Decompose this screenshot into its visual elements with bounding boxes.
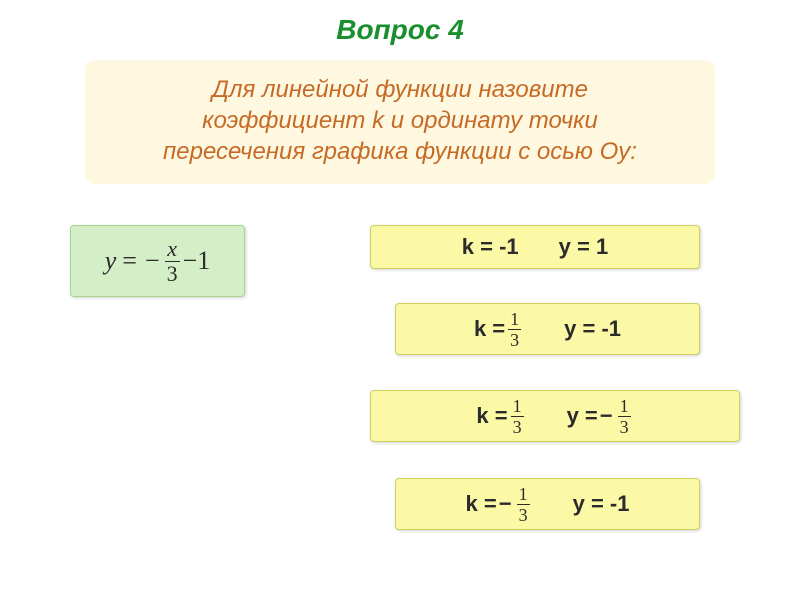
fraction-num: 1 — [618, 397, 631, 416]
y-value: y = -1 — [564, 316, 621, 342]
k-value: k = -1 — [462, 234, 519, 260]
y-label: y = -1 — [573, 491, 630, 517]
y-value: y = −13 — [567, 397, 634, 436]
eq-neg: − — [145, 246, 160, 276]
y-label: y = — [567, 403, 598, 429]
fraction: 13 — [508, 310, 521, 349]
fraction-den: 3 — [618, 416, 631, 436]
page-title: Вопрос 4 — [0, 0, 800, 46]
minus-sign: − — [600, 403, 613, 429]
prompt-line-1: Для линейной функции назовите — [105, 74, 695, 105]
answer-option-2[interactable]: k = 13 y = -1 — [395, 303, 700, 355]
fraction-num: 1 — [508, 310, 521, 329]
eq-frac-den: 3 — [165, 261, 180, 285]
y-label: y = -1 — [564, 316, 621, 342]
fraction-num: 1 — [511, 397, 524, 416]
k-value: k = 13 — [474, 310, 524, 349]
k-value: k = −13 — [466, 485, 533, 524]
eq-y: y — [105, 246, 117, 276]
answer-option-1[interactable]: k = -1 y = 1 — [370, 225, 700, 269]
eq-fraction: x 3 — [165, 238, 180, 285]
fraction: 13 — [517, 485, 530, 524]
minus-sign: − — [499, 491, 512, 517]
y-label: y = 1 — [559, 234, 609, 260]
answer-option-4[interactable]: k = −13 y = -1 — [395, 478, 700, 530]
prompt-box: Для линейной функции назовите коэффициен… — [85, 60, 715, 184]
fraction-den: 3 — [517, 504, 530, 524]
fraction-num: 1 — [517, 485, 530, 504]
eq-equals: = — [122, 246, 137, 276]
fraction-den: 3 — [508, 329, 521, 349]
y-value: y = -1 — [573, 491, 630, 517]
fraction: 13 — [511, 397, 524, 436]
k-label: k = — [474, 316, 505, 342]
k-label: k = -1 — [462, 234, 519, 260]
equation-box: y = − x 3 −1 — [70, 225, 245, 297]
answer-option-3[interactable]: k = 13y = −13 — [370, 390, 740, 442]
prompt-line-2: коэффициент k и ординату точки — [105, 105, 695, 136]
fraction: 13 — [618, 397, 631, 436]
prompt-line-3: пересечения графика функции с осью Oy: — [105, 136, 695, 167]
eq-tail: −1 — [183, 246, 211, 276]
y-value: y = 1 — [559, 234, 609, 260]
eq-frac-num: x — [165, 238, 179, 261]
k-label: k = — [476, 403, 507, 429]
k-label: k = — [466, 491, 497, 517]
fraction-den: 3 — [511, 416, 524, 436]
k-value: k = 13 — [476, 397, 526, 436]
